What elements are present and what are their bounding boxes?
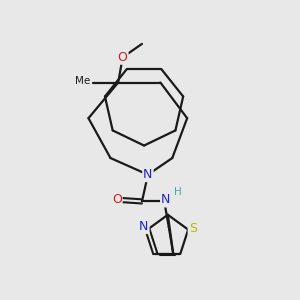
Text: O: O [112,194,122,206]
Text: N: N [143,168,153,181]
Text: S: S [189,222,196,235]
Text: Me: Me [75,76,90,86]
Text: H: H [174,187,182,197]
Text: N: N [161,194,170,206]
Text: O: O [118,51,128,64]
Text: N: N [139,220,148,233]
